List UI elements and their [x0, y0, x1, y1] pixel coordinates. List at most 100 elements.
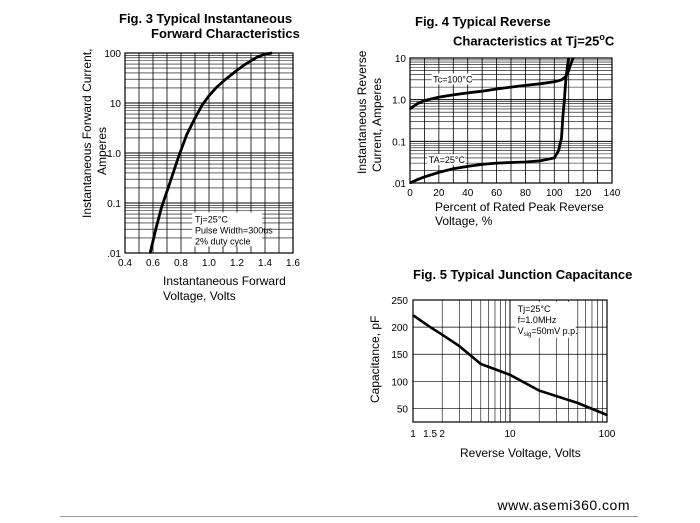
- fig4-data-point: [438, 171, 440, 174]
- fig4-xlabel-line2: Voltage, %: [435, 214, 493, 228]
- fig3-annotation-box: [192, 212, 263, 247]
- fig3-data-point: [222, 80, 224, 83]
- fig5-y-tick: 50: [397, 404, 409, 415]
- fig4-x-tick: 140: [604, 188, 621, 199]
- fig3-x-tick: 0.4: [118, 258, 132, 269]
- fig3-x-tick: 0.8: [174, 258, 188, 269]
- fig3-x-tick: 1.6: [286, 258, 300, 269]
- fig3-data-point: [208, 94, 210, 97]
- fig4-data-point: [565, 78, 567, 81]
- fig4-data-point: [452, 167, 455, 170]
- fig3-x-tick: 1.2: [230, 258, 244, 269]
- fig4-data-point: [563, 98, 566, 101]
- fig3-x-tick: 1.4: [258, 258, 272, 269]
- fig5-data-point: [538, 389, 540, 392]
- fig3-y-tick: .01: [107, 249, 121, 260]
- fig4-data-point: [567, 57, 570, 59]
- fig5-data-point: [509, 374, 511, 376]
- fig4-x-tick: 20: [433, 188, 445, 199]
- fig4-y-tick: 1.0: [392, 96, 406, 107]
- fig5-annotation: Tj=25°C: [518, 304, 551, 314]
- fig4-title-degree: o: [599, 32, 605, 42]
- fig3-annotation: Tj=25°C: [195, 214, 228, 224]
- fig3-data-point: [229, 74, 231, 77]
- fig4-data-point: [416, 102, 419, 105]
- fig4-data-point: [539, 160, 541, 162]
- fig4-data-point: [510, 161, 512, 164]
- fig4-title-text: Characteristics at Tj=25: [453, 33, 600, 49]
- fig3-xlabel-line2: Voltage, Volts: [163, 289, 236, 303]
- fig4-series-label-bg: [427, 154, 466, 166]
- fig4-data-point: [510, 86, 512, 88]
- fig3-chart: 0.4 0.6 0.8 1.0 1.2 1.4 1.6 100 10 1.0 0.1 .01 Tj=25…: [104, 49, 300, 269]
- fig5-annotation: Vsig=50mV p.p.: [518, 326, 578, 338]
- fig3-data-point: [160, 207, 163, 209]
- fig3-y-tick: 1.0: [107, 149, 121, 160]
- footer-website[interactable]: www.asemi360.com: [497, 497, 630, 513]
- fig5-y-tick: 250: [391, 296, 408, 307]
- fig4-title-line2: Characteristics at Tj=25oC: [453, 30, 614, 48]
- fig3-x-tick: 0.6: [146, 258, 160, 269]
- fig4-data-point: [566, 66, 569, 69]
- fig3-data-point: [194, 117, 196, 119]
- fig4-data-point: [409, 108, 411, 110]
- fig4-x-tick: 0: [407, 188, 413, 199]
- fig3-data-point: [155, 228, 157, 230]
- fig4-ylabel-line2: Current, Amperes: [370, 77, 384, 172]
- fig5-annotation-box: [515, 301, 576, 338]
- fig4-x-tick: 60: [491, 188, 503, 199]
- fig5-data-point: [429, 326, 431, 328]
- fig3-annotation: Pulse Width=300us: [195, 225, 273, 235]
- fig3-data-point: [250, 59, 252, 62]
- fig4-data-point: [466, 92, 469, 94]
- fig3-annotation: 2% duty cycle: [195, 236, 251, 246]
- fig5-y-tick: 200: [391, 323, 408, 334]
- fig4-data-point: [423, 176, 426, 178]
- fig5-annotation: f=1.0MHz: [518, 315, 557, 325]
- fig4-title-unit: C: [604, 33, 615, 49]
- fig3-xlabel-line1: Instantaneous Forward: [163, 274, 286, 288]
- fig4-data-point: [481, 163, 483, 166]
- fig3-data-point: [215, 87, 217, 89]
- fig4-data-point: [560, 137, 563, 139]
- fig4-x-tick: 40: [462, 188, 474, 199]
- fig5-title: Fig. 5 Typical Junction Capacitance: [413, 267, 633, 282]
- fig5-y-tick: 100: [391, 377, 408, 388]
- fig3-data-point: [236, 69, 238, 72]
- fig3-data-point: [177, 157, 179, 159]
- fig4-chart: 0 20 40 60 80 100 120 140 10 1.0 0.1 .01 Tc=100°C TA=…: [392, 54, 621, 199]
- fig4-x-tick: 100: [546, 188, 563, 199]
- fig4-series-label-ta25: TA=25°C: [429, 155, 466, 165]
- footer-rule: [60, 516, 638, 517]
- fig4-ylabel-line1: Instantaneous Reverse: [355, 50, 369, 174]
- fig5-data-point: [441, 333, 443, 336]
- fig5-data-point: [458, 345, 461, 347]
- fig3-title-line2: Forward Characteristics: [151, 26, 300, 41]
- fig5-ylabel: Capacitance, pF: [368, 315, 382, 403]
- fig5-plot-frame: [412, 299, 608, 423]
- fig4-xlabel-line1: Percent of Rated Peak Reverse: [435, 200, 604, 214]
- fig3-ylabel-line2: Amperes: [95, 126, 109, 175]
- fig5-data-point: [480, 363, 482, 365]
- fig3-data-point: [185, 134, 188, 136]
- fig4-data-point: [438, 96, 440, 98]
- fig3-y-tick: 10: [110, 99, 122, 110]
- fig4-y-tick: .01: [392, 179, 406, 190]
- fig4-data-point: [524, 84, 527, 87]
- fig4-data-point: [569, 64, 571, 67]
- fig4-data-point: [416, 178, 419, 181]
- fig3-data-point: [271, 52, 273, 54]
- fig3-data-point: [243, 64, 245, 67]
- fig3-data-point: [149, 252, 151, 254]
- fig5-x-tick: 2: [439, 429, 445, 440]
- fig5-data-point: [577, 402, 579, 404]
- fig4-data-point: [553, 80, 556, 83]
- fig4-data-point: [423, 99, 426, 102]
- fig3-series-line: [148, 51, 273, 254]
- fig4-data-point: [481, 90, 483, 92]
- fig5-x-tick: 100: [599, 429, 616, 440]
- fig3-y-tick: 0.1: [107, 199, 121, 210]
- fig4-x-tick: 80: [520, 188, 532, 199]
- fig4-data-point: [562, 115, 564, 118]
- fig4-y-tick: 10: [395, 54, 407, 65]
